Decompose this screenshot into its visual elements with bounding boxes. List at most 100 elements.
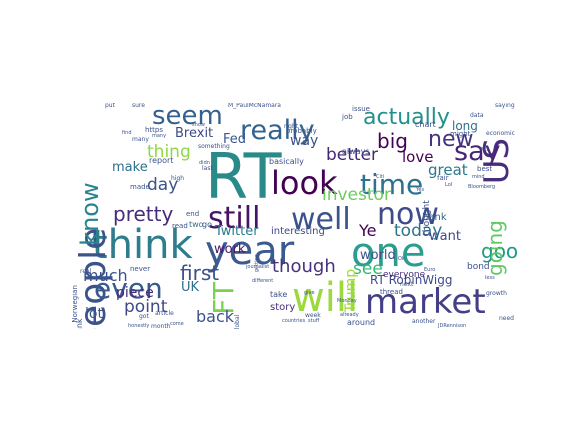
word-year: year xyxy=(205,228,295,274)
word-end: end xyxy=(186,210,200,218)
word-story: story xyxy=(270,302,296,313)
word-piece: piece xyxy=(116,285,154,301)
word-growth: growth xyxy=(486,290,507,297)
word-m-paulmcnamara: M_PaulMcNamara xyxy=(228,103,281,109)
word-one: one xyxy=(351,230,426,276)
word-know: know xyxy=(76,182,104,246)
word-big: big xyxy=(377,129,408,153)
word-need: need xyxy=(499,315,514,322)
word-ok: Ok xyxy=(398,256,405,262)
word-yes: Yes xyxy=(416,187,425,193)
word-fair: fair xyxy=(437,174,449,182)
word-report: report xyxy=(149,156,174,165)
word-thread: thread xyxy=(380,288,403,296)
word-different: different xyxy=(252,278,274,284)
word-see: see xyxy=(353,259,383,279)
word-actually: actually xyxy=(363,105,450,130)
word-many: many xyxy=(152,133,167,139)
word-sure: sure xyxy=(132,103,145,109)
word-show: show xyxy=(192,122,205,128)
word-give: give xyxy=(304,290,315,296)
word-countries: countries xyxy=(282,318,306,324)
word-come: come xyxy=(170,321,184,327)
word-article: article xyxy=(155,310,174,317)
word-fed: Fed xyxy=(223,132,247,147)
word-love: love xyxy=(402,148,434,166)
word-first: first xyxy=(180,261,220,285)
word-honestly: honestly xyxy=(128,323,150,329)
word-now: now xyxy=(377,197,439,232)
word-lol: Lol xyxy=(445,182,453,188)
word-basically: basically xyxy=(269,157,304,166)
word-last: last xyxy=(202,165,213,172)
word-way: way xyxy=(290,133,319,149)
word-month: month xyxy=(151,323,171,330)
word-long: long xyxy=(452,119,478,133)
word-investor: investor xyxy=(322,185,391,205)
word-always: always xyxy=(342,147,370,156)
word-something: something xyxy=(198,143,230,150)
word-might: might xyxy=(450,130,471,138)
word-probably: probably xyxy=(286,127,317,135)
word-will: will xyxy=(292,275,359,321)
word-even: even xyxy=(94,272,163,305)
word-high: high xyxy=(171,175,185,182)
word-new: new xyxy=(428,127,474,152)
word-real: real xyxy=(80,268,92,275)
word-rt-robinwigg: RT RobinWigg xyxy=(370,273,453,287)
word-uk: UK xyxy=(181,280,200,295)
word-never: never xyxy=(130,265,151,273)
word-next: next xyxy=(400,281,414,288)
word-think: think xyxy=(92,222,193,268)
word-go: go xyxy=(202,220,212,229)
word-two: two xyxy=(189,220,204,229)
word-look: look xyxy=(271,164,338,202)
word-really: really xyxy=(240,115,315,146)
word-norwegian: Norwegian xyxy=(72,285,79,323)
word-thing: thing xyxy=(147,142,191,162)
word-economic: economic xyxy=(486,130,515,137)
word-job: job xyxy=(342,113,353,121)
word-ye: Ye xyxy=(359,221,377,240)
word-great: great xyxy=(428,161,468,179)
word-saying: saying xyxy=(495,103,515,109)
word-thought: thought xyxy=(422,200,432,236)
word-rt: RT xyxy=(205,140,282,213)
word-though: though xyxy=(272,256,336,277)
word-monday: Monday xyxy=(337,298,357,304)
word-journalist: journalist xyxy=(246,264,270,270)
word-bloomberg: Bloomberg xyxy=(468,184,496,190)
word-many: many xyxy=(132,136,149,143)
word-another: another xyxy=(412,318,436,325)
word-much: much xyxy=(83,266,128,285)
word-euro: Euro xyxy=(424,267,436,273)
word-best: best xyxy=(477,165,493,173)
word-back: back xyxy=(196,307,235,326)
word-better: better xyxy=(326,145,379,165)
word-week: week xyxy=(305,312,321,319)
word-data: data xyxy=(470,112,484,119)
word-take: take xyxy=(270,290,288,299)
word-didn: didn xyxy=(199,160,210,166)
word-citi: Citi xyxy=(376,174,385,180)
word-make: make xyxy=(112,160,148,175)
word-trump: Trump xyxy=(343,268,359,313)
word-time: time xyxy=(360,168,424,201)
word-less: less xyxy=(485,275,495,281)
word-read: read xyxy=(172,222,188,230)
word-lot: lot xyxy=(85,306,103,322)
word-interesting: interesting xyxy=(271,226,325,237)
word-right: right xyxy=(284,123,299,130)
word-getting: getting xyxy=(254,254,260,273)
word-day: day xyxy=(147,175,179,195)
word-seem: seem xyxy=(152,103,223,131)
word-find: find xyxy=(122,130,132,136)
word-want: want xyxy=(429,229,461,244)
word-global: Global xyxy=(234,314,241,329)
word-twitter: Twitter xyxy=(215,224,259,239)
word-good: good xyxy=(481,239,517,263)
word-bank: bank xyxy=(422,212,447,223)
word-everyone: everyone xyxy=(383,270,426,280)
word-world: world xyxy=(360,248,396,263)
word-put: put xyxy=(105,103,115,109)
